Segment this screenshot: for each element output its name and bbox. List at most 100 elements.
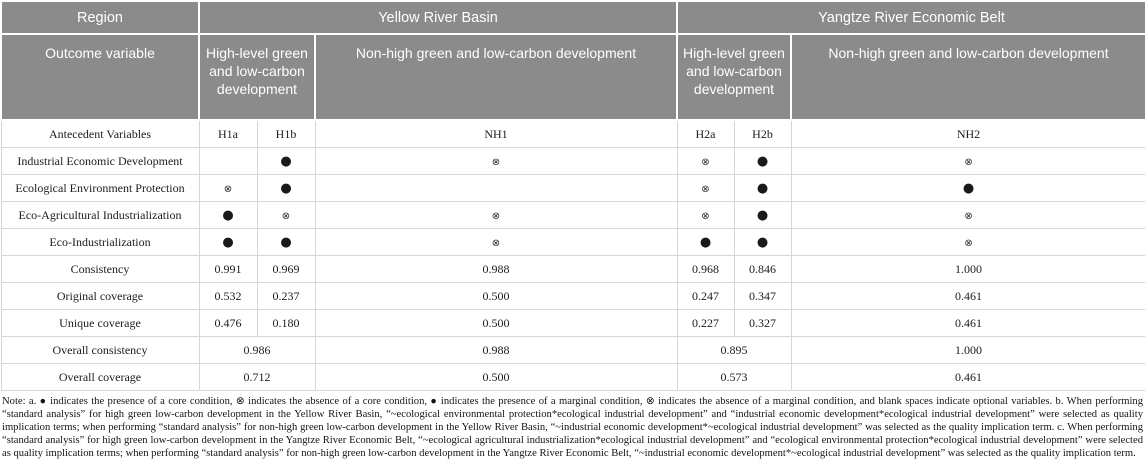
condition-cell-blank: [198, 147, 258, 175]
core-condition-dot-icon: ●: [756, 180, 769, 196]
stat-value-cell: 0.237: [256, 282, 316, 310]
row-label: Consistency: [0, 255, 200, 283]
overall-value-cell: 0.500: [314, 363, 678, 391]
condition-cell: ⊗: [676, 174, 735, 202]
core-condition-dot-icon: ●: [222, 207, 234, 223]
stat-row: Unique coverage 0.476 0.180 0.500 0.227 0.327…: [0, 309, 1145, 337]
condition-cell: ⊗: [790, 228, 1145, 256]
core-condition-dot-icon: ●: [699, 234, 712, 250]
stat-row: Original coverage 0.532 0.237 0.500 0.247 0.3…: [0, 282, 1145, 310]
condition-cell: ●: [790, 174, 1145, 202]
row-label: Overall coverage: [0, 363, 200, 391]
condition-cell: ⊗: [676, 147, 735, 175]
condition-cell: ●: [733, 174, 792, 202]
header-outcome-variable: Outcome variable: [0, 33, 200, 121]
condition-cell: ●: [733, 201, 792, 229]
row-label: Ecological Environment Protection: [0, 174, 200, 202]
condition-cell: ●: [733, 228, 792, 256]
header-high-level-yangtze: High-level green and low-carbon developm…: [676, 33, 792, 121]
stat-value-cell: 0.500: [314, 282, 678, 310]
header-row-outcome: Outcome variable High-level green and lo…: [0, 33, 1145, 121]
stat-row: Consistency 0.991 0.969 0.988 0.968 0.846 1.00…: [0, 255, 1145, 283]
overall-value-cell: 0.461: [790, 363, 1145, 391]
condition-row: Ecological Environment Protection ⊗ ● ⊗ ● ●: [0, 174, 1145, 202]
overall-stat-row: Overall consistency 0.986 0.988 0.895 1.000: [0, 336, 1145, 364]
condition-row: Industrial Economic Development ● ⊗ ⊗ ● ⊗: [0, 147, 1145, 175]
stat-value-cell: 0.347: [733, 282, 792, 310]
core-condition-dot-icon: ●: [756, 234, 769, 250]
config-id-cell: NH1: [314, 119, 678, 148]
condition-cell: ●: [256, 147, 316, 175]
core-condition-dot-icon: ●: [280, 153, 292, 169]
absent-condition-cross-icon: ⊗: [964, 156, 973, 168]
config-id-cell: H1b: [256, 119, 316, 148]
overall-value-cell: 0.573: [676, 363, 792, 391]
absent-condition-cross-icon: ⊗: [701, 156, 710, 168]
antecedent-variables-row: Antecedent Variables H1a H1b NH1 H2a H2b NH2: [0, 119, 1145, 148]
row-label: Original coverage: [0, 282, 200, 310]
row-label: Eco-Industrialization: [0, 228, 200, 256]
stat-value-cell: 0.988: [314, 255, 678, 283]
condition-cell: ●: [198, 228, 258, 256]
table-body: Antecedent Variables H1a H1b NH1 H2a H2b NH2 In…: [0, 119, 1145, 391]
core-condition-dot-icon: ●: [280, 234, 292, 250]
stat-value-cell: 0.500: [314, 309, 678, 337]
condition-cell: ⊗: [314, 228, 678, 256]
header-high-level-yellow: High-level green and low-carbon developm…: [198, 33, 316, 121]
condition-cell: ●: [256, 174, 316, 202]
table-note: Note: a. ● indicates the presence of a c…: [2, 396, 1143, 460]
core-condition-dot-icon: ●: [222, 234, 234, 250]
stat-value-cell: 0.991: [198, 255, 258, 283]
header-non-high-yangtze: Non-high green and low-carbon developmen…: [789, 33, 1145, 121]
stat-value-cell: 0.461: [790, 309, 1145, 337]
condition-row: Eco-Industrialization ● ● ⊗ ● ● ⊗: [0, 228, 1145, 256]
row-label: Overall consistency: [0, 336, 200, 364]
stat-value-cell: 0.227: [676, 309, 735, 337]
absent-condition-cross-icon: ⊗: [281, 210, 291, 222]
stat-value-cell: 0.180: [256, 309, 316, 337]
overall-value-cell: 0.988: [314, 336, 678, 364]
absent-condition-cross-icon: ⊗: [491, 210, 501, 222]
stat-value-cell: 0.969: [256, 255, 316, 283]
absent-condition-cross-icon: ⊗: [223, 183, 233, 195]
condition-cell: ⊗: [314, 201, 678, 229]
row-label: Antecedent Variables: [0, 119, 200, 148]
absent-condition-cross-icon: ⊗: [701, 210, 710, 222]
condition-cell: ⊗: [790, 147, 1145, 175]
absent-condition-cross-icon: ⊗: [701, 183, 710, 195]
qca-results-table: Region Yellow River Basin Yangtze River …: [0, 0, 1145, 391]
condition-cell: ⊗: [256, 201, 316, 229]
header-yellow-river-basin: Yellow River Basin: [198, 0, 678, 35]
row-label: Eco-Agricultural Industrialization: [0, 201, 200, 229]
config-id-cell: NH2: [790, 119, 1145, 148]
stat-value-cell: 0.327: [733, 309, 792, 337]
overall-value-cell: 0.986: [198, 336, 316, 364]
condition-cell: ⊗: [314, 147, 678, 175]
header-row-region: Region Yellow River Basin Yangtze River …: [0, 0, 1145, 35]
condition-cell: ●: [198, 201, 258, 229]
paper-table-figure: Region Yellow River Basin Yangtze River …: [0, 0, 1145, 461]
row-label: Unique coverage: [0, 309, 200, 337]
stat-value-cell: 0.968: [676, 255, 735, 283]
absent-condition-cross-icon: ⊗: [491, 237, 501, 249]
absent-condition-cross-icon: ⊗: [964, 237, 973, 249]
stat-value-cell: 0.476: [198, 309, 258, 337]
condition-cell: ⊗: [676, 201, 735, 229]
core-condition-dot-icon: ●: [962, 180, 975, 196]
condition-cell: ●: [733, 147, 792, 175]
config-id-cell: H1a: [198, 119, 258, 148]
condition-cell: ⊗: [198, 174, 258, 202]
header-region: Region: [0, 0, 200, 35]
overall-value-cell: 0.895: [676, 336, 792, 364]
condition-cell-blank: [314, 174, 678, 202]
core-condition-dot-icon: ●: [280, 180, 292, 196]
core-condition-dot-icon: ●: [756, 153, 769, 169]
overall-value-cell: 0.712: [198, 363, 316, 391]
condition-cell: ●: [256, 228, 316, 256]
header-non-high-yellow: Non-high green and low-carbon developmen…: [314, 33, 678, 121]
config-id-cell: H2a: [676, 119, 735, 148]
stat-value-cell: 0.461: [790, 282, 1145, 310]
row-label: Industrial Economic Development: [0, 147, 200, 175]
table-header: Region Yellow River Basin Yangtze River …: [0, 0, 1145, 121]
condition-cell: ⊗: [790, 201, 1145, 229]
